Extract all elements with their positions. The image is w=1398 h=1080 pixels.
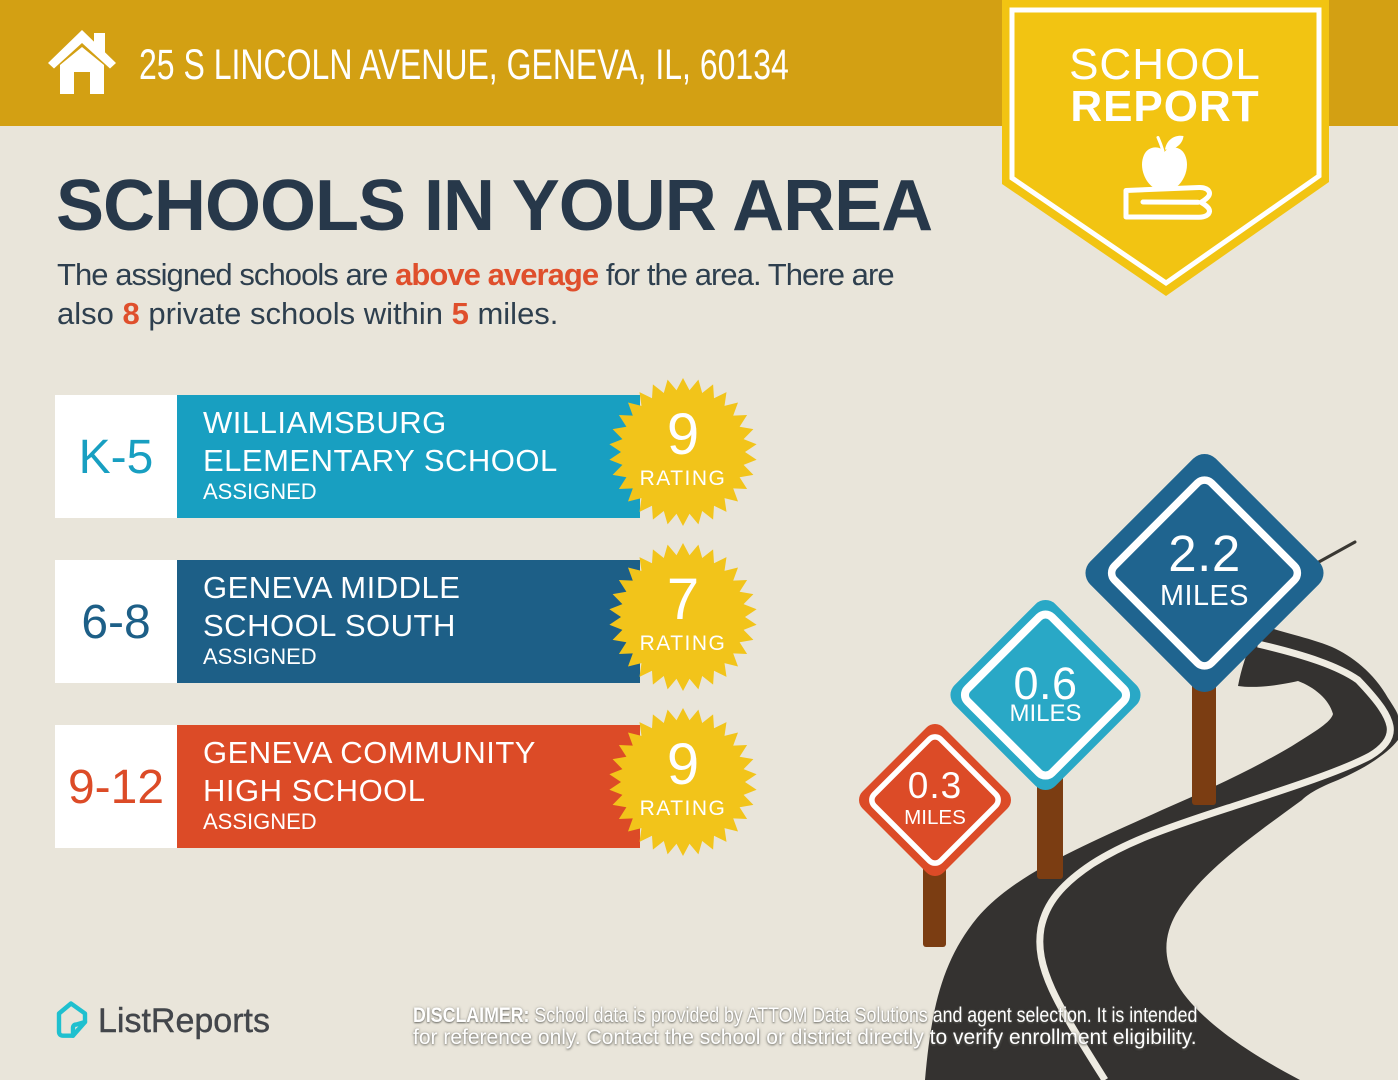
svg-text:MILES: MILES xyxy=(904,806,966,829)
svg-text:RATING: RATING xyxy=(640,632,727,655)
svg-text:MILES: MILES xyxy=(1160,580,1249,612)
svg-text:MILES: MILES xyxy=(1009,700,1081,727)
svg-text:0.3: 0.3 xyxy=(908,765,962,806)
svg-text:2.2: 2.2 xyxy=(1168,525,1240,582)
svg-text:9: 9 xyxy=(667,732,699,797)
svg-text:9: 9 xyxy=(667,402,699,467)
svg-text:0.6: 0.6 xyxy=(1013,658,1077,709)
svg-text:7: 7 xyxy=(667,567,699,632)
svg-text:RATING: RATING xyxy=(640,467,727,490)
svg-text:REPORT: REPORT xyxy=(1070,82,1259,131)
svg-text:RATING: RATING xyxy=(640,797,727,820)
svg-text:SCHOOL: SCHOOL xyxy=(1069,40,1261,89)
